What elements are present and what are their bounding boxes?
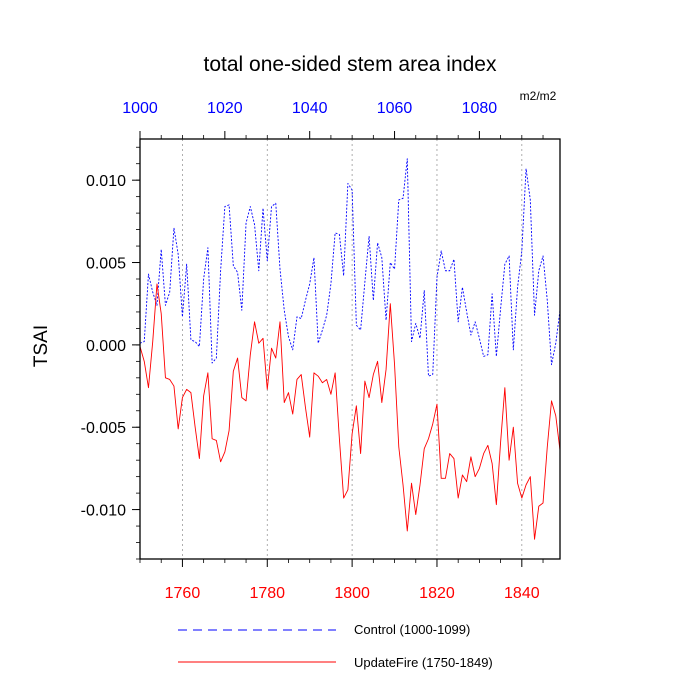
top-tick-label: 1020 [207, 100, 243, 117]
units-label: m2/m2 [520, 89, 557, 103]
plot-frame [139, 138, 561, 560]
y-tick-label: 0.010 [86, 173, 126, 190]
series-line-updatefire [139, 283, 561, 540]
top-tick-label: 1040 [292, 100, 328, 117]
legend-label-control: Control (1000-1099) [354, 622, 470, 637]
top-tick-label: 1060 [377, 100, 413, 117]
top-tick-label: 1080 [462, 100, 498, 117]
y-tick-label: 0.000 [86, 338, 126, 355]
bottom-tick-label: 1820 [419, 585, 455, 602]
bottom-tick-label: 1840 [504, 585, 540, 602]
y-tick-label: -0.005 [81, 420, 126, 437]
bottom-tick-label: 1780 [249, 585, 285, 602]
chart-title: total one-sided stem area index [203, 53, 497, 76]
bottom-tick-label: 1800 [334, 585, 370, 602]
grid [182, 139, 523, 559]
y-tick-label: -0.010 [81, 503, 126, 520]
y-tick-label: 0.005 [86, 256, 126, 273]
series-layer [139, 158, 561, 540]
axes: -0.010 -0.005 0.000 0.005 0.010 1760 1780 1800 1… [81, 100, 544, 602]
series-line-control [139, 158, 561, 377]
legend: Control (1000-1099) UpdateFire (1750-184… [178, 622, 493, 670]
top-tick-label: 1000 [122, 100, 158, 117]
bottom-tick-label: 1760 [165, 585, 201, 602]
y-axis-label: TSAI [31, 325, 52, 367]
legend-label-updatefire: UpdateFire (1750-1849) [354, 655, 493, 670]
